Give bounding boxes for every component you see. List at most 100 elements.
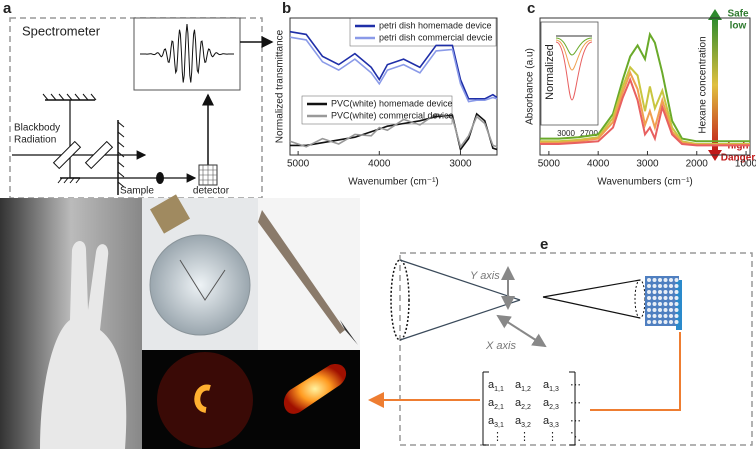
plot-frame [539,17,751,156]
matrix-sub: 1,2 [521,386,531,393]
danger-label: Danger [721,153,756,164]
matrix-entry: a3,3 [543,415,559,429]
line-shape [542,279,641,298]
detector-pixel [658,302,662,306]
plot-frame [289,17,498,156]
matrix-ellipsis: ⋮ [519,431,530,443]
circle-shape [149,234,251,336]
matrix-sub: 1,1 [494,386,504,393]
ellipse-shape [634,279,646,319]
y-axis-label: Y axis [470,270,500,282]
x-tick-label: 3000 [449,159,472,170]
g-shape: a1,1 a1,2 a1,3 ⋯a2,1 a2,2 a2,3 ⋯a3,1 a3,2 a3,3 ⋯⋮… [488,379,581,443]
matrix-entry: a2,1 [488,397,504,411]
matrix-entry: a3,2 [515,415,531,429]
detector-pixel [663,290,668,294]
path-shape [555,39,593,71]
matrix-ellipsis: ⋯ [570,397,581,409]
detector-pixel [658,284,662,288]
detector-pixel [663,284,668,288]
legend-label: petri dish homemade device [379,20,492,30]
detector-pixel [669,302,673,306]
detector-pixel [669,284,673,288]
path-shape [555,41,593,101]
detector-pixel [647,296,651,300]
rect-shape [540,21,599,126]
x-tick-label: 4000 [368,159,391,170]
spectrometer-title: Spectrometer [22,23,101,38]
sample-label: Sample [120,186,154,197]
path-shape [42,93,97,101]
detector-pixel [663,308,668,312]
detector-pixel [647,290,651,294]
x-tick-label: 3000 [636,159,659,170]
detector-pixel [663,302,668,306]
path-shape [140,23,234,83]
detector-pixel [663,320,668,324]
inset-label: Normalized [544,44,556,100]
matrix-sub: 3,2 [521,422,531,429]
gradient-label: Hexane concentration [698,36,709,133]
detector-pixel [674,308,679,312]
detector-pixel [674,302,679,306]
path-shape [179,259,226,301]
matrix-base: a [488,379,495,391]
matrix-ellipsis: ⋮ [492,431,503,443]
path-shape [57,177,81,184]
matrix-entry: a1,1 [488,379,504,393]
detector-pixel [669,296,673,300]
matrix-base: a [515,379,522,391]
source-label: Radiation [14,135,56,146]
detector-pixel [669,314,673,318]
rect-shape [676,280,682,330]
x-tick-label: 5000 [287,159,310,170]
line-shape [519,329,547,348]
detector-pixel [658,290,662,294]
detector-pixel [663,278,668,282]
ellipse-shape [156,172,164,184]
detector-pixel [652,296,657,300]
x-tick-label: 2000 [686,159,709,170]
path-shape [258,210,345,334]
inset-tick: 3000 [557,129,575,138]
matrix-base: a [515,397,522,409]
panel-label: a [3,0,12,17]
safe-label: Safe [727,9,749,20]
y-axis-label: Absorbance (a.u) [525,48,536,125]
series-line [289,30,498,100]
matrix-sub: 2,3 [549,404,559,411]
detector-pixel [652,314,657,318]
matrix-sub: 3,1 [494,422,504,429]
detector-pixel [652,308,657,312]
rect-shape [52,140,82,170]
matrix-base: a [488,397,495,409]
detector-pixel [658,314,662,318]
inset-tick: 2700 [580,129,598,138]
path-shape [340,320,358,345]
matrix-ellipsis: ⋱ [570,431,581,443]
line-shape [496,314,521,331]
detector-pixel [647,320,651,324]
matrix-sub: 1,3 [549,386,559,393]
path-shape [283,364,347,414]
x-tick-label: 1000 [735,159,756,170]
detector-pixel [647,278,651,282]
detector-pixel [658,296,662,300]
detector-pixel [674,314,679,318]
ellipse-shape [390,259,410,341]
detector-pixel [663,314,668,318]
path-shape [40,241,127,449]
detector-pixel [674,284,679,288]
path-shape [194,384,211,413]
circle-shape [157,352,253,448]
detector-pixel [658,320,662,324]
path-shape [590,332,681,411]
path-shape [708,9,722,20]
legend-label: PVC(white) commercial device [331,110,454,120]
panel-label: e [540,236,548,253]
detector-pixel [652,302,657,306]
x-axis-label: X axis [485,340,516,352]
detector-pixel [647,302,651,306]
detector-pixel [658,308,662,312]
path-shape [555,37,593,56]
